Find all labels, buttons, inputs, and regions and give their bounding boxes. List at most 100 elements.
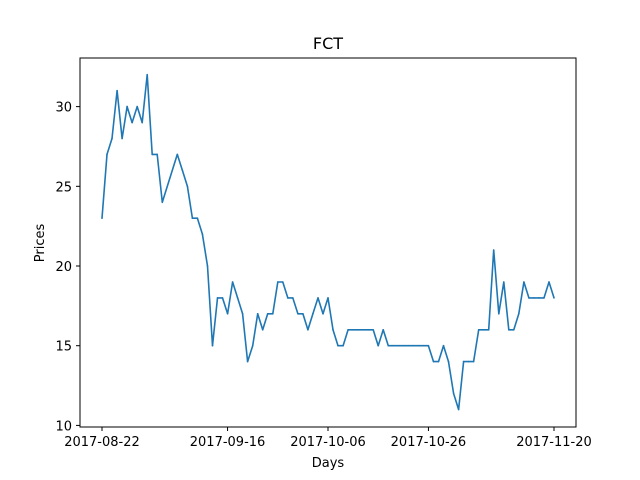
data-point — [216, 297, 219, 299]
data-point — [136, 105, 138, 108]
data-point — [221, 297, 224, 299]
data-point — [397, 344, 400, 347]
data-point — [367, 329, 370, 331]
data-point — [226, 313, 229, 315]
data-point — [206, 265, 209, 267]
y-tick-label: 20 — [55, 260, 72, 275]
data-point — [477, 329, 480, 331]
data-point — [467, 360, 470, 363]
data-point — [201, 233, 204, 235]
plot-area-frame — [79, 57, 577, 428]
data-point — [151, 153, 153, 156]
y-tick-label: 15 — [55, 340, 72, 355]
chart-title: FCT — [313, 34, 343, 53]
data-point — [457, 408, 460, 411]
data-point — [528, 297, 530, 299]
data-point — [126, 105, 128, 108]
data-point — [417, 344, 420, 347]
data-point — [161, 201, 164, 204]
data-point — [111, 137, 113, 140]
x-tick-label: 2017-10-06 — [290, 435, 366, 450]
data-point — [548, 281, 550, 283]
data-point — [482, 329, 485, 331]
data-point — [447, 360, 450, 363]
data-point — [347, 329, 349, 331]
data-point — [317, 297, 319, 299]
data-point — [422, 344, 425, 347]
y-tick-label: 10 — [55, 419, 72, 434]
x-tick-label: 2017-09-16 — [190, 435, 266, 450]
data-point — [553, 297, 555, 299]
data-point — [503, 281, 505, 283]
data-point — [533, 297, 535, 299]
data-point — [101, 217, 103, 219]
data-point — [492, 249, 495, 251]
data-point — [412, 344, 415, 347]
data-point — [131, 121, 133, 124]
data-point — [246, 360, 249, 363]
data-point — [277, 281, 279, 283]
data-point — [402, 344, 405, 347]
data-point — [538, 297, 540, 299]
data-point — [251, 344, 254, 347]
data-point — [186, 185, 189, 188]
data-point — [121, 137, 123, 140]
data-point — [156, 153, 158, 156]
data-point — [287, 297, 289, 299]
data-point — [327, 297, 329, 299]
data-point — [523, 281, 525, 283]
data-point — [352, 329, 354, 331]
x-tick-label: 2017-10-26 — [391, 435, 467, 450]
data-point — [307, 329, 309, 331]
data-point — [387, 344, 390, 347]
data-point — [543, 297, 545, 299]
data-point — [181, 169, 184, 172]
data-point — [432, 360, 435, 363]
data-point — [437, 360, 440, 363]
data-point — [141, 121, 143, 124]
data-point — [332, 329, 334, 331]
data-point — [266, 313, 269, 315]
data-point — [377, 344, 380, 347]
data-point — [518, 313, 520, 315]
data-point — [176, 153, 179, 156]
data-points — [101, 73, 555, 411]
data-point — [508, 329, 510, 331]
data-point — [427, 344, 430, 347]
data-point — [372, 329, 375, 331]
data-point — [362, 329, 365, 331]
y-tick-label: 25 — [55, 180, 72, 195]
data-point — [282, 281, 284, 283]
data-point — [116, 89, 118, 92]
x-axis: 2017-08-22 2017-09-16 2017-10-06 2017-10-26… — [64, 427, 592, 450]
data-point — [211, 344, 214, 347]
series-line — [101, 73, 555, 411]
y-tick-label: 30 — [55, 101, 72, 116]
x-axis-label: Days — [312, 456, 345, 471]
data-point — [513, 329, 515, 331]
data-point — [196, 217, 199, 219]
data-point — [498, 313, 500, 315]
data-point — [342, 344, 344, 347]
data-point — [452, 392, 455, 395]
data-point — [231, 281, 234, 283]
data-point — [261, 329, 264, 331]
data-point — [357, 329, 359, 331]
data-point — [382, 329, 385, 331]
data-point — [297, 313, 299, 315]
data-point — [487, 329, 490, 331]
data-point — [407, 344, 410, 347]
data-point — [442, 344, 445, 347]
data-point — [292, 297, 294, 299]
data-point — [272, 313, 274, 315]
data-point — [236, 297, 239, 299]
data-point — [337, 344, 339, 347]
data-point — [392, 344, 395, 347]
x-tick-label: 2017-11-20 — [516, 435, 592, 450]
data-point — [302, 313, 304, 315]
data-point — [146, 73, 148, 76]
data-point — [312, 313, 314, 315]
data-point — [322, 313, 324, 315]
data-point — [462, 360, 465, 363]
data-point — [241, 313, 244, 315]
